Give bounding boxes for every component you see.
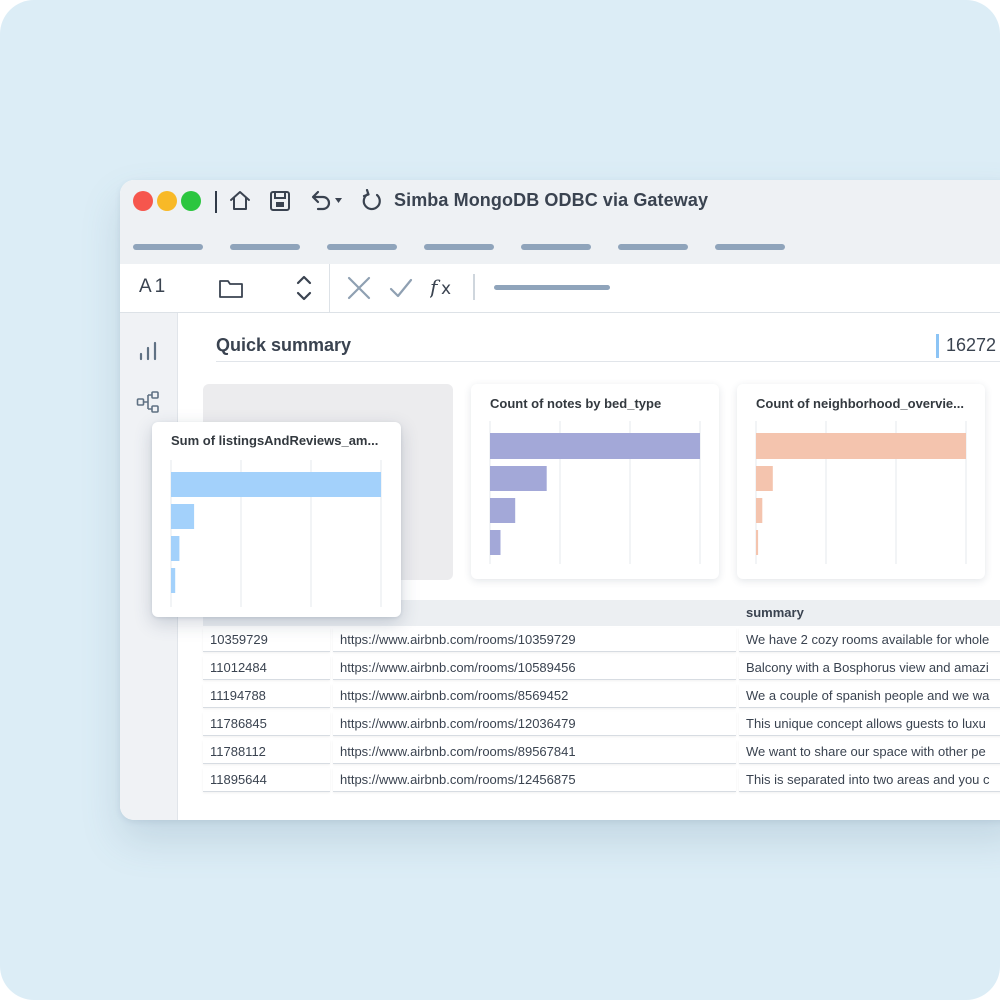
svg-text:x: x	[441, 279, 451, 299]
summary-title: Quick summary	[216, 335, 352, 355]
chart-bar[interactable]	[756, 466, 773, 491]
maximize-window-button[interactable]	[181, 191, 201, 211]
title-bar: Simba MongoDB ODBC via Gateway	[120, 180, 1000, 265]
listing-url-cell[interactable]: https://www.airbnb.com/rooms/12456875	[333, 768, 736, 792]
table-row[interactable]: 10359729 https://www.airbnb.com/rooms/103…	[203, 628, 1000, 653]
window-title: Simba MongoDB ODBC via Gateway	[394, 190, 709, 210]
sum-listings-chart	[170, 460, 382, 607]
listing-url-cell[interactable]: https://www.airbnb.com/rooms/10589456	[333, 656, 736, 680]
bed-type-chart	[489, 421, 701, 564]
chart-card-neighborhood[interactable]: Count of neighborhood_overvie...	[737, 384, 985, 579]
listing-url-cell[interactable]: https://www.airbnb.com/rooms/10359729	[333, 628, 736, 652]
chart-bar[interactable]	[756, 498, 763, 523]
table-row[interactable]: 11786845 https://www.airbnb.com/rooms/120…	[203, 712, 1000, 737]
chart-title: Sum of listingsAndReviews_am...	[171, 433, 379, 448]
home-icon[interactable]	[228, 189, 252, 213]
summary-value-accent	[936, 334, 939, 358]
id-cell[interactable]: 11786845	[203, 712, 330, 736]
refresh-icon[interactable]	[360, 189, 384, 213]
summary-cell[interactable]: This is separated into two areas and you…	[739, 768, 1000, 792]
menu-item-placeholder[interactable]	[424, 244, 494, 250]
menu-item-placeholder[interactable]	[133, 244, 203, 250]
chart-bar[interactable]	[490, 466, 547, 491]
chart-bar[interactable]	[171, 568, 176, 593]
chart-bar[interactable]	[756, 530, 759, 555]
chart-bar[interactable]	[756, 433, 966, 459]
table-row[interactable]: 11194788 https://www.airbnb.com/rooms/856…	[203, 684, 1000, 709]
chart-bar[interactable]	[490, 433, 700, 459]
id-cell[interactable]: 11012484	[203, 656, 330, 680]
summary-cell[interactable]: We want to share our space with other pe	[739, 740, 1000, 764]
summary-divider	[216, 361, 1000, 362]
id-cell[interactable]: 10359729	[203, 628, 330, 652]
id-cell[interactable]: 11788112	[203, 740, 330, 764]
hierarchy-icon[interactable]	[136, 390, 160, 414]
close-window-button[interactable]	[133, 191, 153, 211]
menu-item-placeholder[interactable]	[230, 244, 300, 250]
formula-bar: A1 f x	[120, 264, 1000, 313]
chart-bar[interactable]	[490, 530, 501, 555]
cell-reference[interactable]: A1	[139, 276, 169, 297]
chart-card-sum-listings[interactable]: Sum of listingsAndReviews_am...	[152, 422, 401, 617]
cancel-icon[interactable]	[346, 275, 372, 301]
save-icon[interactable]	[268, 189, 292, 213]
summary-cell[interactable]: This unique concept allows guests to lux…	[739, 712, 1000, 736]
neighborhood-chart	[755, 421, 967, 564]
summary-cell[interactable]: We have 2 cozy rooms available for whole	[739, 628, 1000, 652]
id-cell[interactable]: 11194788	[203, 684, 330, 708]
undo-icon[interactable]	[308, 189, 346, 213]
chart-bar[interactable]	[171, 536, 180, 561]
minimize-window-button[interactable]	[157, 191, 177, 211]
chart-bar[interactable]	[490, 498, 516, 523]
listing-url-cell[interactable]: https://www.airbnb.com/rooms/89567841	[333, 740, 736, 764]
svg-text:f: f	[430, 276, 441, 299]
menu-item-placeholder[interactable]	[521, 244, 591, 250]
toolbar-separator	[215, 191, 217, 213]
summary-cell[interactable]: Balcony with a Bosphorus view and amazi	[739, 656, 1000, 680]
table-row[interactable]: 11012484 https://www.airbnb.com/rooms/105…	[203, 656, 1000, 681]
confirm-icon[interactable]	[388, 275, 414, 301]
listing-url-cell[interactable]: https://www.airbnb.com/rooms/8569452	[333, 684, 736, 708]
chart-title: Count of notes by bed_type	[490, 396, 662, 411]
table-row[interactable]: 11788112 https://www.airbnb.com/rooms/895…	[203, 740, 1000, 765]
folder-icon[interactable]	[218, 276, 244, 300]
menu-item-placeholder[interactable]	[715, 244, 785, 250]
formula-input[interactable]	[494, 285, 610, 290]
function-icon[interactable]: f x	[430, 276, 456, 300]
table-row[interactable]: 11895644 https://www.airbnb.com/rooms/124…	[203, 768, 1000, 793]
chart-bar[interactable]	[171, 472, 381, 497]
formula-input-separator	[473, 274, 475, 300]
chart-bar[interactable]	[171, 504, 195, 529]
listing-url-cell[interactable]: https://www.airbnb.com/rooms/12036479	[333, 712, 736, 736]
column-header-summary[interactable]: summary	[746, 605, 804, 620]
chart-card-bed-type[interactable]: Count of notes by bed_type	[471, 384, 719, 579]
id-cell[interactable]: 11895644	[203, 768, 330, 792]
formula-bar-divider	[329, 264, 330, 312]
bar-chart-icon[interactable]	[136, 339, 160, 363]
summary-value: 16272	[946, 335, 997, 355]
menu-item-placeholder[interactable]	[327, 244, 397, 250]
menu-item-placeholder[interactable]	[618, 244, 688, 250]
chart-title: Count of neighborhood_overvie...	[756, 396, 964, 411]
stepper-icon[interactable]	[294, 272, 314, 304]
summary-cell[interactable]: We a couple of spanish people and we wa	[739, 684, 1000, 708]
